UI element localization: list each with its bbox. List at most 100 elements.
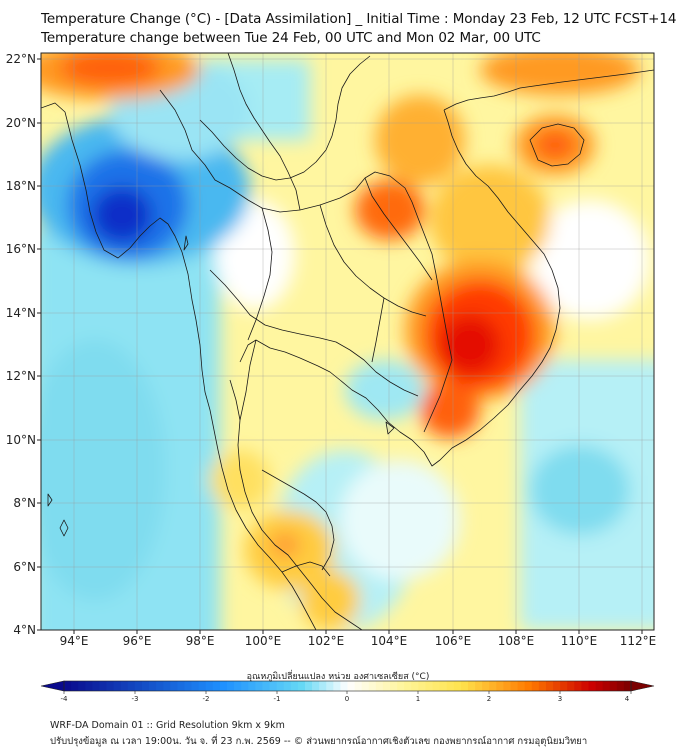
colorbar-cell [581, 681, 589, 691]
colorbar-cell [382, 681, 391, 691]
colorbar-cell [149, 681, 157, 691]
colorbar-cell [340, 681, 348, 691]
colorbar-cell [333, 681, 341, 691]
colorbar-cell [64, 681, 72, 691]
lon-label: 110°E [561, 634, 598, 648]
colorbar-cell [219, 681, 228, 691]
colorbar-cell [560, 681, 568, 691]
lat-label: 4°N [13, 623, 36, 637]
colorbar-tick: -2 [203, 695, 210, 703]
colorbar-cell [156, 681, 164, 691]
colorbar-cell [198, 681, 207, 691]
colorbar-cell [574, 681, 582, 691]
colorbar-label: อุณหภูมิเปลี่ยนแปลง หน่วย องศาเซลเซียส (… [246, 672, 430, 682]
colorbar-cell [326, 681, 334, 691]
colorbar-cell [482, 681, 490, 691]
colorbar-cell [418, 681, 426, 691]
colorbar-cell [269, 681, 278, 691]
colorbar-cell [623, 681, 632, 691]
lon-label: 96°E [123, 634, 152, 648]
colorbar-cell [262, 681, 270, 691]
colorbar-cell [234, 681, 242, 691]
footer-domain-info: WRF-DA Domain 01 :: Grid Resolution 9km … [50, 720, 285, 731]
colorbar-cell [141, 681, 150, 691]
colorbar-cell [425, 681, 433, 691]
map-subtitle: Temperature change between Tue 24 Feb, 0… [41, 30, 541, 46]
colorbar-cell [475, 681, 483, 691]
colorbar-cell [170, 681, 178, 691]
colorbar-cell [78, 681, 86, 691]
coastlines-borders [41, 53, 654, 630]
colorbar-cell [290, 681, 299, 691]
colorbar-tick: -3 [132, 695, 139, 703]
colorbar-cell [304, 681, 313, 691]
colorbar-cell [432, 681, 441, 691]
map-title: Temperature Change (°C) - [Data Assimila… [41, 11, 676, 27]
colorbar-cell [191, 681, 200, 691]
colorbar-cell [212, 681, 221, 691]
lon-label: 94°E [60, 634, 89, 648]
lat-label: 16°N [6, 242, 36, 256]
colorbar-tick: 1 [416, 695, 420, 703]
colorbar-cell [276, 681, 285, 691]
colorbar-cell [227, 681, 235, 691]
colorbar-cell [71, 681, 79, 691]
colorbar-cell [453, 681, 462, 691]
colorbar-tick: 0 [345, 695, 349, 703]
colorbar-cell [127, 681, 136, 691]
lat-label: 6°N [13, 560, 36, 574]
colorbar-cell [120, 681, 129, 691]
colorbar-cell [404, 681, 412, 691]
colorbar-cell [553, 681, 561, 691]
colorbar-cell [347, 681, 355, 691]
lon-label: 100°E [245, 634, 282, 648]
colorbar-cell [205, 681, 214, 691]
colorbar-tick: 3 [558, 695, 562, 703]
lon-label: 106°E [435, 634, 472, 648]
colorbar-cell [489, 681, 497, 691]
lon-label: 98°E [186, 634, 215, 648]
colorbar-cell [397, 681, 405, 691]
colorbar-cell [177, 681, 185, 691]
colorbar-cell [531, 681, 540, 691]
colorbar-cell [368, 681, 377, 691]
map-frame [40, 52, 655, 631]
lon-label: 108°E [498, 634, 535, 648]
lat-label: 14°N [6, 306, 36, 320]
colorbar-tick: -4 [61, 695, 69, 703]
colorbar-cell [375, 681, 384, 691]
colorbar-cell [538, 681, 547, 691]
colorbar-cell [319, 681, 327, 691]
colorbar-cell [312, 681, 320, 691]
colorbar-cell [460, 681, 469, 691]
footer-update-info: ปรับปรุงข้อมูล ณ เวลา 19:00น. วัน จ. ที่… [50, 736, 588, 747]
lat-label: 10°N [6, 433, 36, 447]
colorbar-tick: 4 [625, 695, 630, 703]
colorbar-cell [354, 681, 363, 691]
lat-label: 18°N [6, 179, 36, 193]
colorbar-cell [163, 681, 171, 691]
colorbar-cell [595, 681, 604, 691]
colorbar-cell [524, 681, 533, 691]
colorbar-cell [602, 681, 611, 691]
colorbar-cell [496, 681, 504, 691]
colorbar-cell [134, 681, 143, 691]
lat-label: 22°N [6, 52, 36, 66]
colorbar-cell [567, 681, 575, 691]
colorbar-cell [241, 681, 249, 691]
colorbar-cell [113, 681, 122, 691]
colorbar-cell [390, 681, 398, 691]
colorbar-cell [85, 681, 93, 691]
colorbar-cell [517, 681, 526, 691]
colorbar-cell [545, 681, 554, 691]
colorbar-cell [255, 681, 263, 691]
lat-label: 12°N [6, 369, 36, 383]
lat-label: 8°N [13, 496, 36, 510]
lon-label: 102°E [308, 634, 345, 648]
colorbar-cell [588, 681, 596, 691]
temperature-field [41, 53, 654, 630]
colorbar-cell [411, 681, 419, 691]
graticule [41, 53, 654, 630]
colorbar-cell [106, 681, 115, 691]
